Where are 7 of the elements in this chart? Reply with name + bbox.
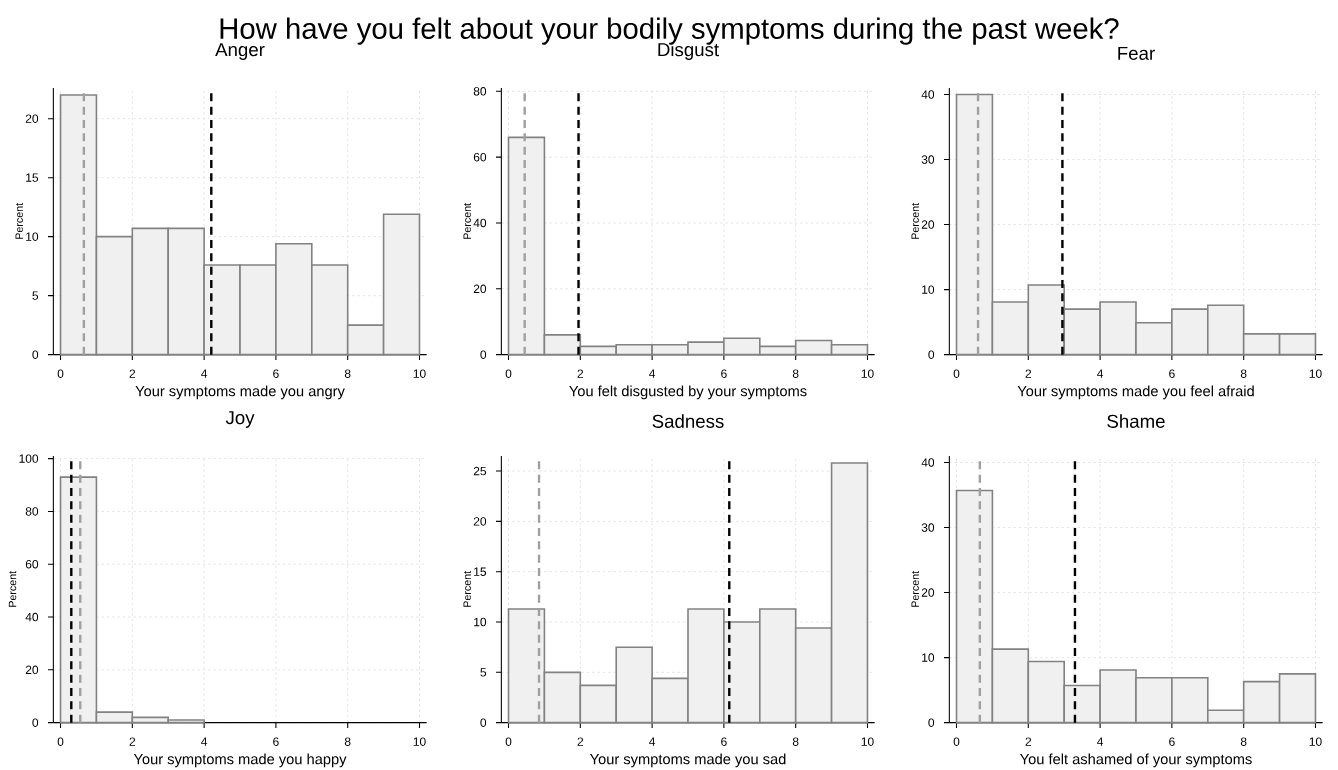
chart-title: Disgust — [658, 42, 719, 60]
chart-title: Joy — [225, 411, 255, 428]
chart-title: Anger — [215, 43, 265, 60]
chart-title: Fear — [1118, 46, 1155, 60]
chart-title: Sadness — [652, 414, 724, 428]
chart-title: Shame — [1107, 414, 1165, 428]
text: How have you felt about your bodily symptoms during the past week? — [220, 17, 1119, 45]
